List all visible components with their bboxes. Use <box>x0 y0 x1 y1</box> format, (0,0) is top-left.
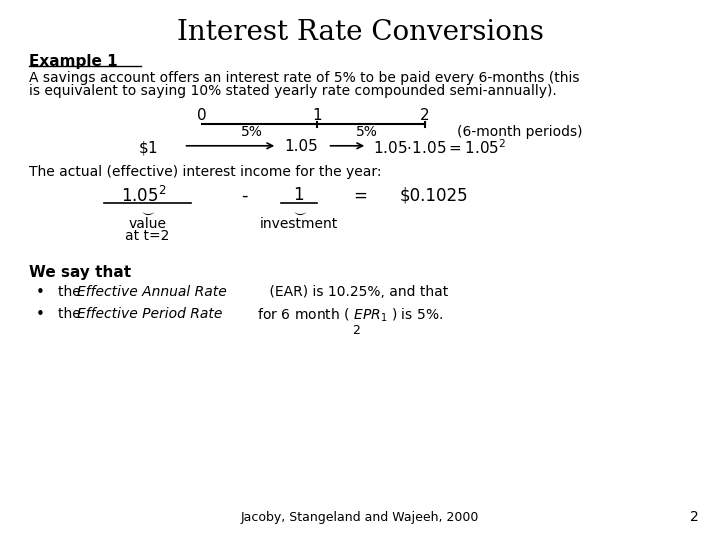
Text: We say that: We say that <box>29 265 131 280</box>
Text: Example 1: Example 1 <box>29 54 117 69</box>
Text: -: - <box>241 186 248 204</box>
Text: 1: 1 <box>294 186 304 204</box>
Text: 1.05: 1.05 <box>284 139 318 154</box>
Text: 1: 1 <box>312 108 322 123</box>
Text: Interest Rate Conversions: Interest Rate Conversions <box>176 19 544 46</box>
Text: $\$1$: $\$1$ <box>138 139 158 157</box>
Text: the: the <box>58 307 85 321</box>
Text: $\smile$: $\smile$ <box>140 206 156 219</box>
Text: 5%: 5% <box>356 125 378 139</box>
Text: the: the <box>58 285 85 299</box>
Text: $1.05{\cdot}1.05 = 1.05^2$: $1.05{\cdot}1.05 = 1.05^2$ <box>373 139 506 158</box>
Text: Jacoby, Stangeland and Wajeeh, 2000: Jacoby, Stangeland and Wajeeh, 2000 <box>240 511 480 524</box>
Text: •: • <box>36 285 45 300</box>
Text: 0: 0 <box>197 108 207 123</box>
Text: Effective Period Rate: Effective Period Rate <box>77 307 222 321</box>
Text: =: = <box>353 186 367 204</box>
Text: (6-month periods): (6-month periods) <box>457 125 582 139</box>
Text: $1.05^2$: $1.05^2$ <box>121 186 167 206</box>
Text: 2: 2 <box>352 324 359 337</box>
Text: at t=2: at t=2 <box>125 230 170 244</box>
Text: for 6 month ( $EPR_1$ ) is 5%.: for 6 month ( $EPR_1$ ) is 5%. <box>253 307 444 324</box>
Text: \$0.1025: \$0.1025 <box>400 186 468 204</box>
Text: 2: 2 <box>420 108 430 123</box>
Text: (EAR) is 10.25%, and that: (EAR) is 10.25%, and that <box>265 285 449 299</box>
Text: 2: 2 <box>690 510 698 524</box>
Text: investment: investment <box>260 217 338 231</box>
Text: value: value <box>129 217 166 231</box>
Text: Effective Annual Rate: Effective Annual Rate <box>77 285 227 299</box>
Text: The actual (effective) interest income for the year:: The actual (effective) interest income f… <box>29 165 382 179</box>
Text: 5%: 5% <box>241 125 263 139</box>
Text: is equivalent to saying 10% stated yearly rate compounded semi-annually).: is equivalent to saying 10% stated yearl… <box>29 84 557 98</box>
Text: •: • <box>36 307 45 322</box>
Text: $\smile$: $\smile$ <box>291 206 307 219</box>
Text: A savings account offers an interest rate of 5% to be paid every 6-months (this: A savings account offers an interest rat… <box>29 71 580 85</box>
